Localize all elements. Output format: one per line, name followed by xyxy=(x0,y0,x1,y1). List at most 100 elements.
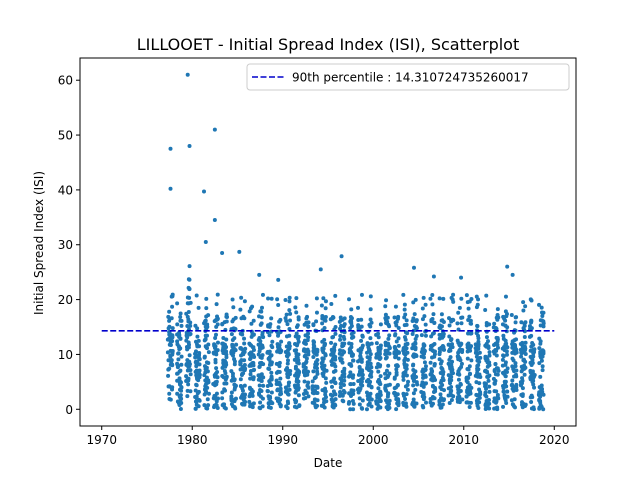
scatter-point xyxy=(195,326,200,331)
scatter-point xyxy=(249,387,254,392)
scatter-point xyxy=(223,349,228,354)
scatter-point xyxy=(306,324,311,329)
scatter-point xyxy=(356,326,361,331)
scatter-point xyxy=(446,393,451,398)
scatter-point xyxy=(540,314,545,319)
scatter-point xyxy=(374,352,379,357)
scatter-point xyxy=(220,396,225,401)
scatter-point xyxy=(211,350,216,355)
scatter-point xyxy=(168,342,173,347)
scatter-point xyxy=(315,366,320,371)
scatter-point xyxy=(357,402,362,407)
scatter-point xyxy=(492,381,497,386)
scatter-point xyxy=(215,317,220,322)
scatter-point xyxy=(411,403,416,408)
scatter-point xyxy=(395,398,400,403)
scatter-point xyxy=(288,311,293,316)
scatter-point xyxy=(393,354,398,359)
scatter-point xyxy=(315,349,320,354)
scatter-point xyxy=(314,319,319,324)
scatter-point xyxy=(413,341,418,346)
scatter-point xyxy=(310,387,315,392)
scatter-point xyxy=(278,403,283,408)
scatter-point xyxy=(188,389,193,394)
scatter-point xyxy=(523,402,528,407)
scatter-point xyxy=(487,353,492,358)
scatter-point xyxy=(387,398,392,403)
scatter-point xyxy=(495,393,500,398)
scatter-point xyxy=(168,146,173,151)
scatter-point xyxy=(257,375,262,380)
scatter-point xyxy=(292,404,297,409)
scatter-point xyxy=(330,393,335,398)
scatter-point xyxy=(483,343,488,348)
scatter-point xyxy=(492,396,497,401)
scatter-point xyxy=(523,304,528,309)
scatter-point xyxy=(474,305,479,310)
scatter-point xyxy=(475,363,480,368)
scatter-point xyxy=(333,403,338,408)
scatter-point xyxy=(261,375,266,380)
scatter-point xyxy=(486,339,491,344)
scatter-point xyxy=(303,388,308,393)
scatter-point xyxy=(483,407,488,412)
scatter-point xyxy=(323,352,328,357)
scatter-point xyxy=(259,379,264,384)
scatter-point xyxy=(440,318,445,323)
scatter-point xyxy=(312,397,317,402)
scatter-point xyxy=(529,400,534,405)
scatter-point xyxy=(224,381,229,386)
scatter-point xyxy=(321,296,326,301)
scatter-point xyxy=(168,186,173,191)
scatter-point xyxy=(331,335,336,340)
scatter-point xyxy=(396,326,401,331)
scatter-point xyxy=(204,406,209,411)
scatter-point xyxy=(447,347,452,352)
scatter-point xyxy=(179,323,184,328)
scatter-point xyxy=(485,403,490,408)
legend: 90th percentile : 14.310724735260017 xyxy=(246,63,570,91)
scatter-point xyxy=(348,326,353,331)
scatter-point xyxy=(297,369,302,374)
scatter-point xyxy=(248,306,253,311)
scatter-point xyxy=(320,321,325,326)
scatter-point xyxy=(514,337,518,342)
y-tick-label: 40 xyxy=(58,183,73,197)
scatter-point xyxy=(530,342,535,347)
scatter-point xyxy=(287,341,292,346)
scatter-point xyxy=(366,402,371,407)
scatter-point xyxy=(297,403,302,408)
scatter-point xyxy=(459,315,464,320)
scatter-point xyxy=(357,348,362,353)
scatter-point xyxy=(203,382,208,387)
scatter-point xyxy=(287,387,292,392)
scatter-point xyxy=(211,396,216,401)
scatter-point xyxy=(247,399,252,404)
scatter-point xyxy=(197,398,202,403)
scatter-point xyxy=(538,355,543,360)
scatter-point xyxy=(538,339,543,344)
y-tick-label: 0 xyxy=(65,403,73,417)
scatter-point xyxy=(215,322,220,327)
scatter-point xyxy=(238,384,243,389)
scatter-point xyxy=(193,351,198,356)
scatter-point xyxy=(187,144,192,149)
scatter-point xyxy=(393,333,398,338)
scatter-point xyxy=(306,320,311,325)
scatter-point xyxy=(306,394,311,399)
scatter-point xyxy=(487,406,492,411)
scatter-point xyxy=(204,344,209,349)
scatter-point xyxy=(459,365,464,370)
scatter-point xyxy=(368,294,373,299)
scatter-point xyxy=(339,254,344,259)
scatter-point xyxy=(487,389,492,394)
scatter-point xyxy=(234,342,239,347)
scatter-point xyxy=(487,350,492,355)
scatter-point xyxy=(476,344,481,349)
scatter-point xyxy=(242,299,247,304)
scatter-point xyxy=(386,363,391,368)
scatter-point xyxy=(333,342,338,347)
scatter-point xyxy=(215,405,220,410)
scatter-point xyxy=(531,348,536,353)
